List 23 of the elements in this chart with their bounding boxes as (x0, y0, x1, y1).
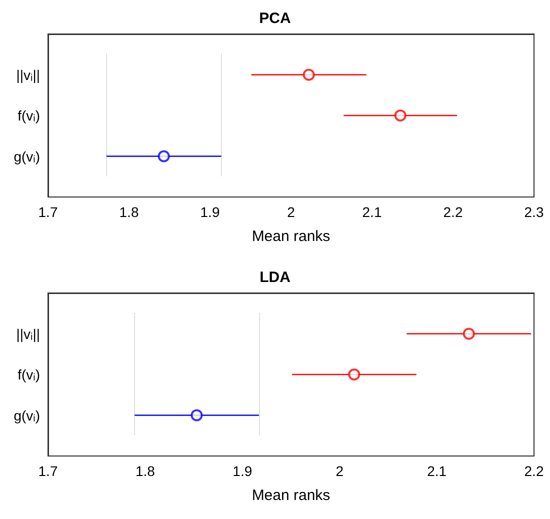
x-axis-title: Mean ranks (252, 228, 330, 245)
chart-title: PCA (259, 10, 291, 27)
x-tick-label: 2 (336, 463, 344, 479)
x-axis-title: Mean ranks (252, 487, 330, 504)
y-tick-label: g(vᵢ) (14, 407, 40, 424)
y-tick-label: f(vᵢ) (18, 366, 40, 382)
x-tick-label: 2.1 (362, 204, 382, 220)
x-tick-label: 2.3 (524, 204, 544, 220)
x-tick-label: 1.8 (119, 204, 139, 220)
x-tick-label: 1.7 (38, 463, 58, 479)
x-tick-label: 2 (287, 204, 296, 220)
y-tick-label: ||vᵢ|| (16, 66, 40, 83)
x-tick-label: 2.2 (524, 463, 544, 479)
y-tick-label: f(vᵢ) (18, 108, 40, 124)
x-tick-label: 2.2 (443, 204, 463, 220)
x-tick-label: 1.7 (38, 204, 58, 220)
x-tick-label: 1.8 (135, 463, 156, 479)
x-tick-label: 1.9 (232, 463, 252, 479)
x-tick-label: 2.1 (427, 463, 447, 479)
chart-title: LDA (260, 269, 291, 286)
y-tick-label: g(vᵢ) (14, 148, 40, 164)
x-tick-label: 1.9 (200, 204, 220, 220)
y-tick-label: ||vᵢ|| (16, 326, 40, 342)
